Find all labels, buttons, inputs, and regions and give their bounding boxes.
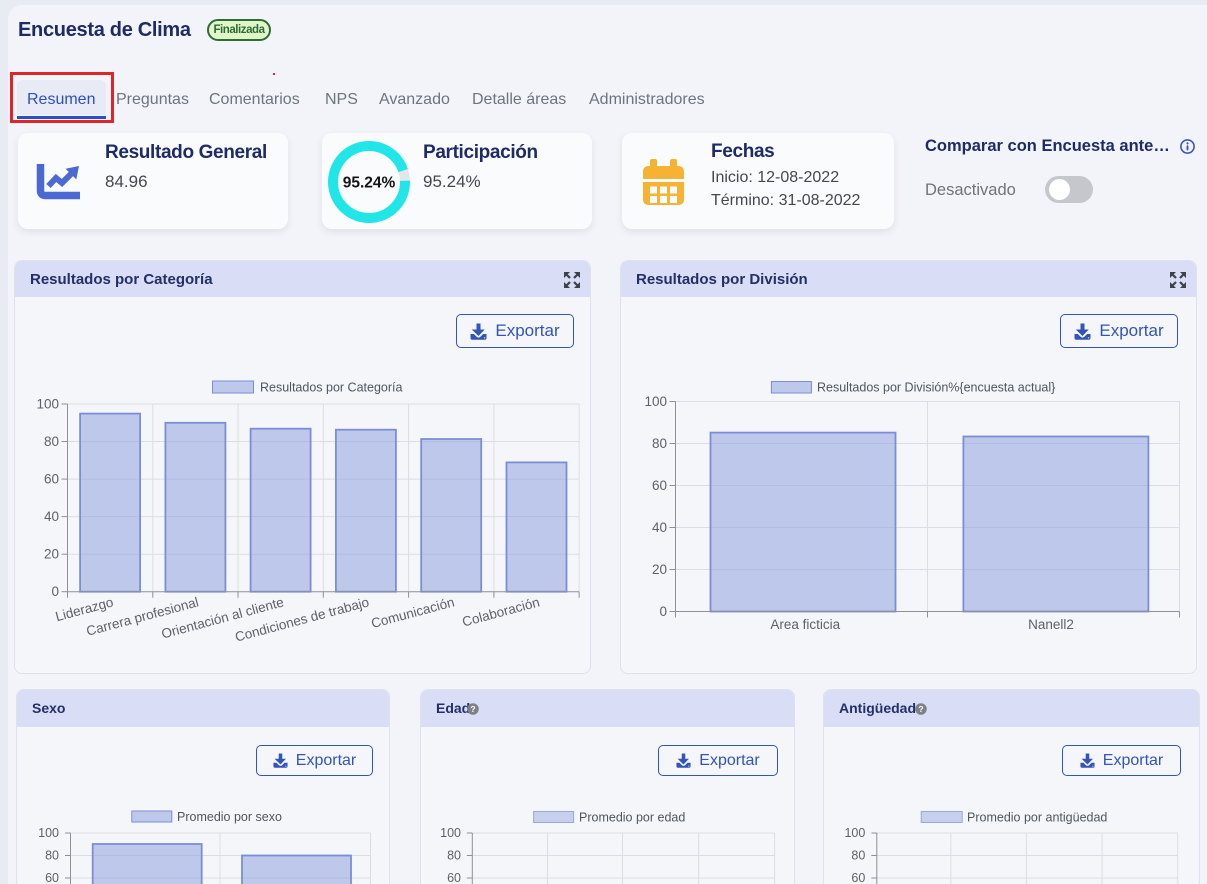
svg-text:40: 40 — [44, 509, 59, 524]
svg-text:80: 80 — [851, 849, 865, 863]
svg-text:0: 0 — [51, 584, 59, 599]
svg-text:80: 80 — [45, 849, 59, 863]
svg-text:Resultados por Categoría: Resultados por Categoría — [260, 381, 402, 395]
svg-text:Promedio por sexo: Promedio por sexo — [177, 810, 282, 824]
svg-text:20: 20 — [652, 562, 667, 577]
svg-text:60: 60 — [851, 871, 865, 884]
svg-text:80: 80 — [447, 849, 461, 863]
svg-text:100: 100 — [36, 397, 59, 412]
svg-text:Comunicación: Comunicación — [369, 594, 456, 631]
svg-text:Colaboración: Colaboración — [461, 594, 542, 629]
svg-text:20: 20 — [44, 547, 59, 562]
svg-text:Promedio por edad: Promedio por edad — [579, 811, 685, 825]
svg-text:100: 100 — [440, 826, 461, 840]
svg-text:95.24%: 95.24% — [343, 175, 396, 192]
svg-text:60: 60 — [45, 871, 59, 884]
svg-text:Resultados por División%{encue: Resultados por División%{encuesta actual… — [817, 381, 1055, 395]
svg-text:Nanell2: Nanell2 — [1028, 617, 1074, 632]
svg-text:0: 0 — [659, 604, 667, 619]
svg-text:40: 40 — [652, 520, 667, 535]
svg-text:80: 80 — [44, 434, 59, 449]
svg-text:Area ficticia: Area ficticia — [770, 617, 840, 632]
svg-text:80: 80 — [652, 436, 667, 451]
svg-text:100: 100 — [844, 826, 865, 840]
svg-text:?: ? — [470, 704, 475, 714]
svg-text:100: 100 — [38, 826, 59, 840]
svg-text:60: 60 — [652, 478, 667, 493]
svg-text:60: 60 — [44, 472, 59, 487]
svg-text:60: 60 — [447, 871, 461, 884]
svg-text:Promedio por antigüedad: Promedio por antigüedad — [967, 811, 1107, 825]
svg-text:100: 100 — [644, 394, 667, 409]
svg-text:?: ? — [918, 704, 923, 714]
